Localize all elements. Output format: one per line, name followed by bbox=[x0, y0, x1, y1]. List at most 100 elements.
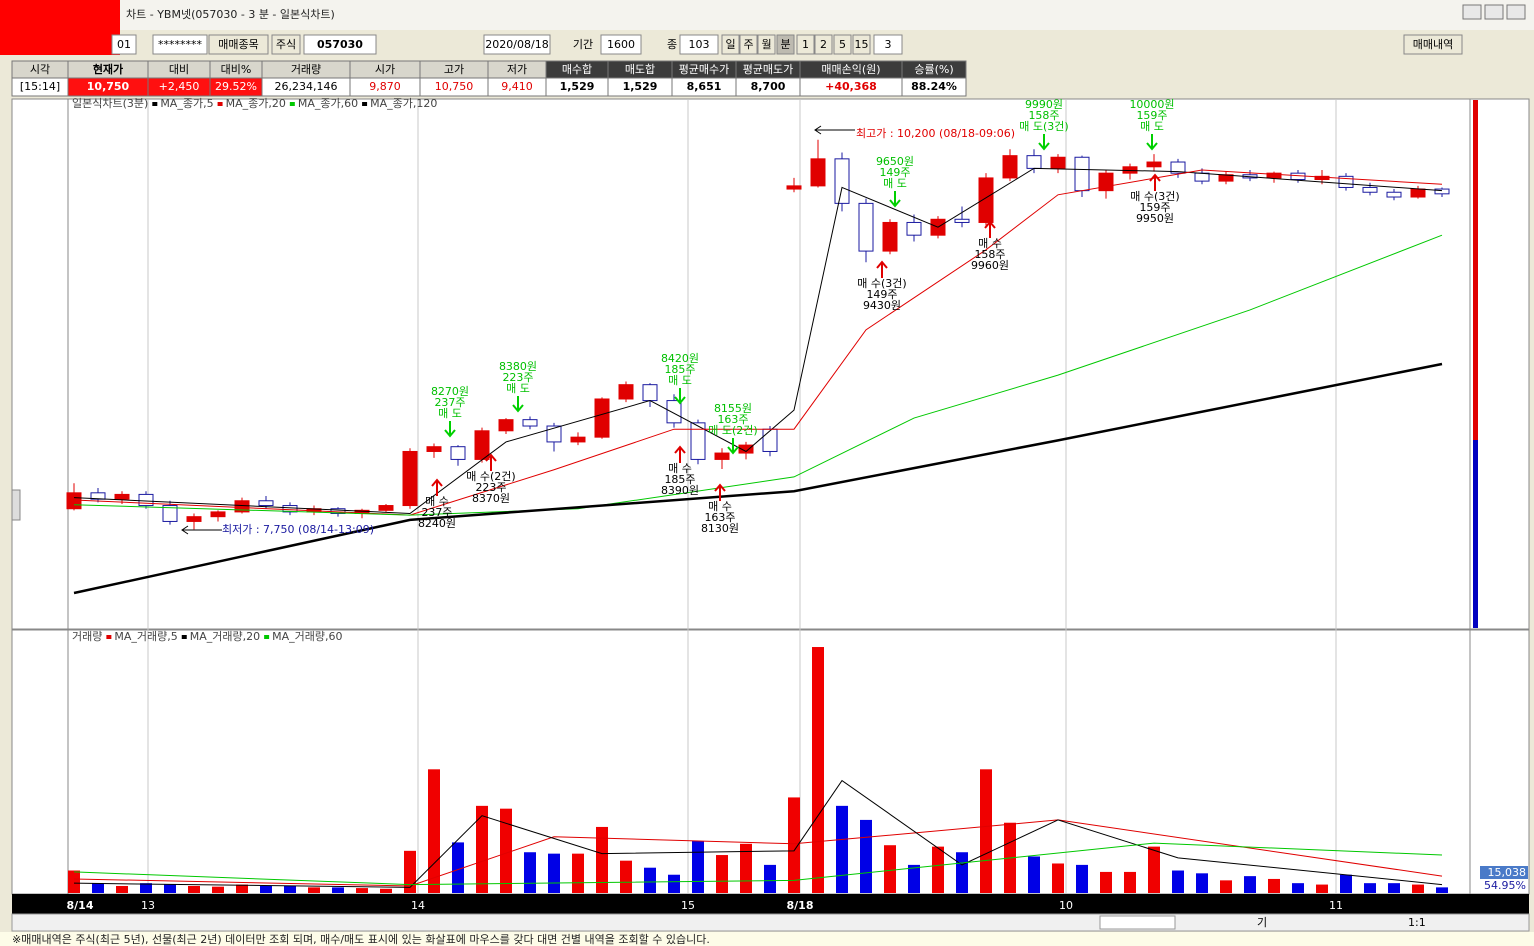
candle-body bbox=[450, 446, 466, 460]
volume-bar bbox=[764, 864, 776, 893]
button[interactable] bbox=[1403, 34, 1463, 55]
candle-body bbox=[1386, 191, 1402, 198]
volume-bar bbox=[932, 846, 944, 893]
input-box[interactable] bbox=[111, 34, 137, 55]
button[interactable] bbox=[852, 34, 871, 55]
buy-label: 9960원 bbox=[971, 259, 1009, 272]
x-tick-label: 13 bbox=[141, 899, 155, 912]
button-label: 주식 bbox=[276, 38, 296, 51]
footnote-bar bbox=[0, 932, 1534, 946]
input-box[interactable] bbox=[600, 34, 642, 55]
candle-body bbox=[186, 516, 202, 522]
legend-swatch bbox=[362, 102, 368, 106]
header-text: 매도합 bbox=[625, 63, 655, 76]
sell-arrow[interactable] bbox=[674, 388, 686, 405]
volume-bar bbox=[500, 808, 512, 893]
button[interactable] bbox=[796, 34, 815, 55]
scroll-thumb[interactable] bbox=[1099, 915, 1176, 930]
buy-label: 8240원 bbox=[418, 517, 456, 530]
legend-swatch bbox=[106, 635, 112, 639]
input-box[interactable] bbox=[483, 34, 551, 55]
sell-arrow[interactable] bbox=[444, 421, 456, 438]
input-box[interactable] bbox=[679, 34, 719, 55]
x-tick-label: 8/14 bbox=[67, 899, 94, 912]
volume-bar bbox=[260, 885, 272, 893]
button-label: 분 bbox=[780, 38, 790, 51]
legend-swatch bbox=[264, 635, 270, 639]
sell-label: 8380원 bbox=[499, 360, 537, 373]
x-tick-label: 11 bbox=[1329, 899, 1343, 912]
buy-arrow[interactable] bbox=[984, 220, 996, 238]
button[interactable] bbox=[776, 34, 795, 55]
button[interactable] bbox=[739, 34, 758, 55]
ma-line bbox=[73, 819, 1443, 887]
sell-arrow[interactable] bbox=[1146, 134, 1158, 151]
header-text: 현재가 bbox=[93, 62, 123, 76]
volume-bar bbox=[1268, 878, 1280, 893]
buy-arrow[interactable] bbox=[485, 453, 497, 471]
volume-bar bbox=[1196, 873, 1208, 893]
button[interactable] bbox=[208, 34, 269, 55]
value-text: 26,234,146 bbox=[275, 80, 338, 93]
sell-arrow[interactable] bbox=[727, 438, 739, 455]
candle-body bbox=[690, 422, 706, 460]
button[interactable] bbox=[814, 34, 833, 55]
candle-body bbox=[1002, 155, 1018, 179]
sell-label: 9990원 bbox=[1025, 98, 1063, 111]
input-box[interactable] bbox=[873, 34, 903, 55]
side-bar bbox=[1473, 100, 1478, 440]
buy-arrow[interactable] bbox=[876, 260, 888, 278]
zoom-label: 1:1 bbox=[1408, 916, 1426, 929]
buy-arrow[interactable] bbox=[714, 483, 726, 501]
last-value-box bbox=[1480, 866, 1528, 879]
sell-arrow[interactable] bbox=[1038, 134, 1050, 151]
volume-bar bbox=[1436, 887, 1448, 893]
sell-label: 매 도 bbox=[1140, 120, 1164, 133]
button[interactable] bbox=[721, 34, 740, 55]
volume-bar bbox=[1364, 883, 1376, 893]
buy-arrow[interactable] bbox=[431, 478, 443, 496]
button[interactable] bbox=[757, 34, 776, 55]
header-text: 평균매수가 bbox=[679, 63, 730, 76]
maximize[interactable] bbox=[1484, 4, 1504, 20]
ma-line bbox=[73, 167, 1443, 515]
value-text: [15:14] bbox=[20, 80, 60, 93]
volume-bar bbox=[716, 855, 728, 893]
button[interactable] bbox=[271, 34, 301, 55]
candle-body bbox=[618, 384, 634, 400]
value-text: +40,368 bbox=[825, 80, 877, 93]
volume-bar bbox=[1052, 863, 1064, 893]
header-text: 고가 bbox=[444, 63, 464, 76]
input-box[interactable] bbox=[303, 34, 377, 55]
input-box[interactable] bbox=[152, 34, 208, 55]
sell-label: 8155원 bbox=[714, 402, 752, 415]
candle-body bbox=[978, 177, 994, 223]
buy-arrow[interactable] bbox=[1149, 173, 1161, 191]
volume-bar bbox=[1292, 883, 1304, 893]
sell-label: 10000원 bbox=[1129, 98, 1174, 111]
value-text: 9,410 bbox=[501, 80, 533, 93]
sell-arrow[interactable] bbox=[889, 191, 901, 208]
legend-entry: MA_종가,20 bbox=[226, 97, 286, 110]
header-text: 시각 bbox=[30, 63, 50, 76]
collapse-button[interactable] bbox=[11, 489, 21, 521]
minimize[interactable] bbox=[1462, 4, 1482, 20]
value-text: 10,750 bbox=[435, 80, 474, 93]
buy-label: 8390원 bbox=[661, 484, 699, 497]
volume-bar bbox=[140, 883, 152, 893]
candle-body bbox=[66, 492, 82, 510]
candle-body bbox=[1146, 161, 1162, 168]
sell-label: 8420원 bbox=[661, 352, 699, 365]
close[interactable] bbox=[1506, 4, 1526, 20]
high-pointer bbox=[814, 125, 855, 135]
candle-body bbox=[834, 158, 850, 204]
button[interactable] bbox=[833, 34, 852, 55]
sell-label: 237주 bbox=[434, 396, 465, 409]
volume-bar bbox=[812, 647, 824, 893]
buy-arrow[interactable] bbox=[674, 445, 686, 463]
sell-arrow[interactable] bbox=[512, 396, 524, 413]
scrollbar[interactable] bbox=[11, 913, 1530, 932]
button-label: 매매종목 bbox=[218, 38, 258, 51]
candle-body bbox=[1170, 161, 1186, 174]
